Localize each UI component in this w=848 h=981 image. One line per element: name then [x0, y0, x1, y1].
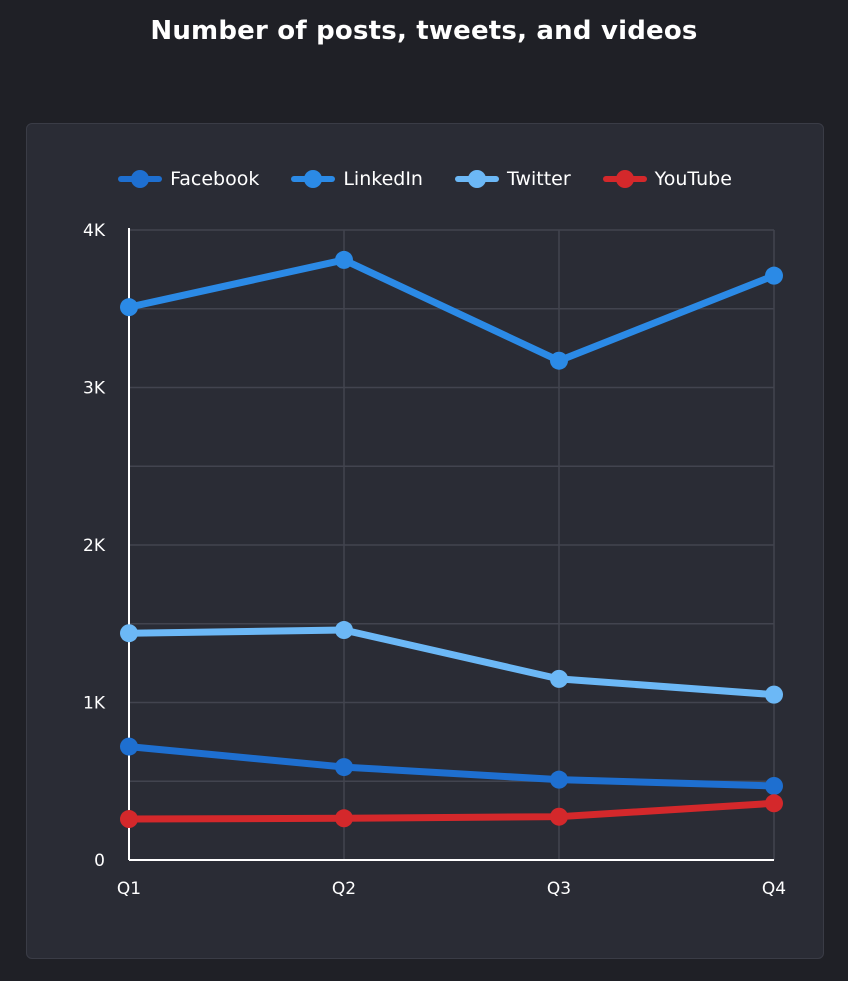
data-point-facebook — [550, 770, 568, 789]
y-tick-label: 0 — [94, 851, 105, 871]
data-point-linkedin — [335, 250, 353, 269]
series-line-facebook — [125, 743, 778, 790]
data-point-linkedin — [765, 266, 783, 285]
y-tick-label: 2K — [83, 536, 106, 556]
data-point-twitter — [550, 669, 568, 688]
legend-item-youtube[interactable]: YouTube — [602, 168, 732, 190]
series-line-twitter — [125, 626, 778, 699]
legend-item-facebook[interactable]: Facebook — [118, 168, 259, 190]
y-tick-label: 4K — [83, 221, 106, 241]
data-point-facebook — [335, 758, 353, 777]
data-point-youtube — [335, 809, 353, 828]
x-tick-label: Q4 — [762, 879, 786, 899]
x-tick-label: Q2 — [332, 879, 356, 899]
legend-swatch-youtube — [602, 170, 647, 188]
data-point-facebook — [120, 737, 138, 756]
data-point-linkedin — [550, 351, 568, 370]
line-chart: 0 1K 2K 3K 4K Q1 Q2 Q3 Q4 — [83, 221, 786, 899]
y-tick-label: 3K — [83, 379, 106, 399]
legend-swatch-twitter — [454, 170, 499, 188]
page-title: Number of posts, tweets, and videos — [150, 16, 698, 46]
legend-swatch-linkedin — [291, 170, 336, 188]
series-line-linkedin — [125, 256, 778, 365]
data-point-twitter — [120, 624, 138, 643]
data-point-linkedin — [120, 298, 138, 317]
data-point-twitter — [335, 621, 353, 640]
y-tick-label: 1K — [83, 694, 106, 714]
x-tick-label: Q1 — [117, 879, 141, 899]
data-point-twitter — [765, 685, 783, 704]
legend: Facebook LinkedIn Twitter YouTube — [27, 168, 823, 190]
x-tick-label: Q3 — [547, 879, 571, 899]
legend-swatch-facebook — [118, 170, 163, 188]
series-line-youtube — [125, 799, 778, 823]
data-point-facebook — [765, 776, 783, 795]
data-point-youtube — [550, 807, 568, 826]
legend-label-linkedin: LinkedIn — [343, 168, 423, 190]
legend-label-youtube: YouTube — [654, 168, 732, 190]
legend-label-twitter: Twitter — [506, 168, 571, 190]
legend-item-twitter[interactable]: Twitter — [454, 168, 571, 190]
legend-label-facebook: Facebook — [170, 168, 260, 190]
legend-item-linkedin[interactable]: LinkedIn — [291, 168, 423, 190]
data-point-youtube — [765, 794, 783, 813]
chart-card: Facebook LinkedIn Twitter YouTube 0 1K 2K 3… — [26, 123, 824, 959]
data-point-youtube — [120, 810, 138, 829]
